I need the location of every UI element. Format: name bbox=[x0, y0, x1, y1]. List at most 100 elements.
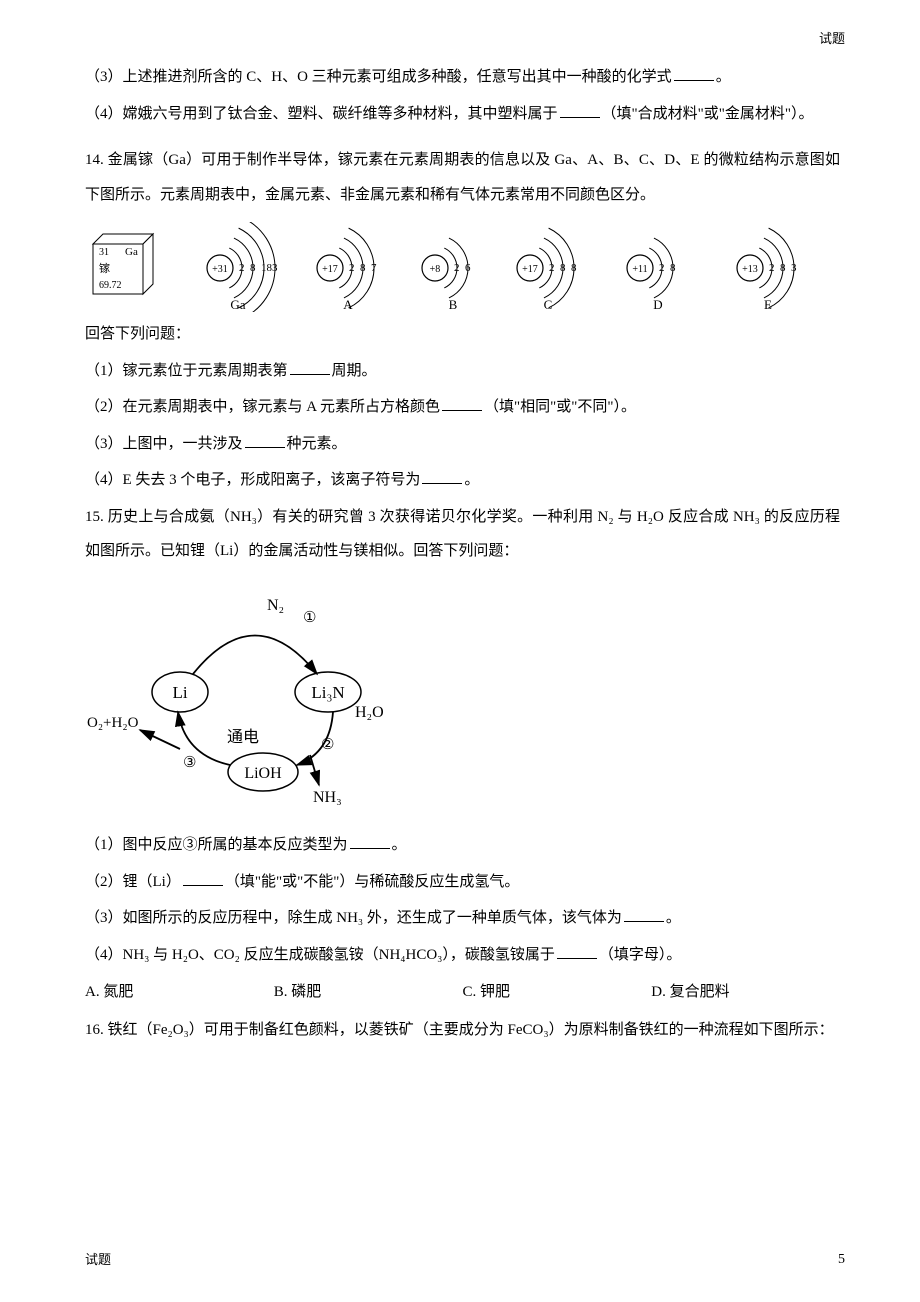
svg-text:B: B bbox=[449, 297, 458, 312]
q15-4: （4）NH₃ 与 H₂O、CO₂ 反应生成碳酸氢铵（NH₄HCO₃），碳酸氢铵属… bbox=[85, 938, 840, 973]
cycle-diagram: Li Li₃N LiOH N₂ ① H₂O ② NH₃ 通电 ③ O₂+H₂O bbox=[85, 577, 840, 821]
svg-text:7: 7 bbox=[371, 262, 377, 274]
q13-4b: （填"合成材料"或"金属材料"）。 bbox=[602, 106, 814, 122]
blank bbox=[442, 397, 482, 411]
svg-text:3: 3 bbox=[791, 262, 797, 274]
q14-2a: （2）在元素周期表中，镓元素与 A 元素所占方格颜色 bbox=[85, 399, 440, 415]
q15-options: A. 氮肥 B. 磷肥 C. 钾肥 D. 复合肥料 bbox=[85, 975, 840, 1010]
label-nh3: NH₃ bbox=[313, 789, 342, 806]
q15-4a: （4）NH₃ 与 H₂O、CO₂ 反应生成碳酸氢铵（NH₄HCO₃），碳酸氢铵属… bbox=[85, 947, 555, 963]
svg-text:D: D bbox=[653, 297, 662, 312]
atom-structures-svg: 31 Ga 镓 69.72 +3128183Ga+17287A+826B+172… bbox=[85, 222, 845, 312]
q15-2b: （填"能"或"不能"）与稀硫酸反应生成氢气。 bbox=[225, 874, 520, 890]
svg-text:18: 18 bbox=[261, 262, 273, 274]
periodic-cell: 31 Ga 镓 69.72 bbox=[93, 234, 153, 294]
svg-text:2: 2 bbox=[769, 262, 775, 274]
footer-left: 试题 bbox=[85, 1249, 111, 1268]
svg-text:8: 8 bbox=[560, 262, 566, 274]
svg-text:3: 3 bbox=[272, 262, 278, 274]
q14-intro: 14. 金属镓（Ga）可用于制作半导体，镓元素在元素周期表的信息以及 Ga、A、… bbox=[85, 143, 840, 212]
option-a: A. 氮肥 bbox=[85, 975, 274, 1010]
q15-intro: 15. 历史上与合成氨（NH₃）有关的研究曾 3 次获得诺贝尔化学奖。一种利用 … bbox=[85, 500, 840, 569]
svg-text:2: 2 bbox=[454, 262, 460, 274]
svg-text:+8: +8 bbox=[430, 264, 441, 275]
svg-text:A: A bbox=[343, 297, 353, 312]
svg-text:8: 8 bbox=[670, 262, 676, 274]
q15-3b: 。 bbox=[666, 910, 681, 926]
q14-1: （1）镓元素位于元素周期表第 周期。 bbox=[85, 354, 840, 389]
q14-3: （3）上图中，一共涉及 种元素。 bbox=[85, 427, 840, 462]
q14-4b: 。 bbox=[464, 472, 479, 488]
q14-4a: （4）E 失去 3 个电子，形成阳离子，该离子符号为 bbox=[85, 472, 420, 488]
svg-text:+13: +13 bbox=[742, 264, 758, 275]
q13-4a: （4）嫦娥六号用到了钛合金、塑料、碳纤维等多种材料，其中塑料属于 bbox=[85, 106, 558, 122]
circ2: ② bbox=[321, 737, 334, 753]
svg-text:8: 8 bbox=[780, 262, 786, 274]
q14-answer-intro: 回答下列问题： bbox=[85, 317, 840, 352]
svg-text:2: 2 bbox=[239, 262, 245, 274]
label-o2h2o: O₂+H₂O bbox=[87, 715, 139, 731]
q14-1b: 周期。 bbox=[332, 363, 377, 379]
q14-3a: （3）上图中，一共涉及 bbox=[85, 436, 243, 452]
svg-text:+17: +17 bbox=[322, 264, 338, 275]
node-lioh: LiOH bbox=[244, 765, 282, 782]
header-right: 试题 bbox=[819, 28, 845, 47]
svg-text:8: 8 bbox=[571, 262, 577, 274]
q14-2: （2）在元素周期表中，镓元素与 A 元素所占方格颜色 （填"相同"或"不同"）。 bbox=[85, 390, 840, 425]
svg-text:C: C bbox=[544, 297, 553, 312]
blank bbox=[422, 470, 462, 484]
q15-3: （3）如图所示的反应历程中，除生成 NH₃ 外，还生成了一种单质气体，该气体为 。 bbox=[85, 901, 840, 936]
atom-diagram-row: 31 Ga 镓 69.72 +3128183Ga+17287A+826B+172… bbox=[85, 222, 840, 312]
svg-text:Ga: Ga bbox=[230, 297, 245, 312]
cell-sym: Ga bbox=[125, 246, 138, 258]
option-c: C. 钾肥 bbox=[463, 975, 652, 1010]
label-h2o: H₂O bbox=[355, 704, 384, 721]
option-d: D. 复合肥料 bbox=[651, 975, 840, 1010]
label-elec: 通电 bbox=[227, 728, 259, 746]
blank bbox=[560, 104, 600, 118]
node-li3n: Li₃N bbox=[311, 683, 344, 702]
cell-name: 镓 bbox=[99, 261, 110, 275]
blank bbox=[557, 945, 597, 959]
q15-2: （2）锂（Li） （填"能"或"不能"）与稀硫酸反应生成氢气。 bbox=[85, 865, 840, 900]
q15-1b: 。 bbox=[392, 837, 407, 853]
q15-1a: （1）图中反应③所属的基本反应类型为 bbox=[85, 837, 348, 853]
node-li: Li bbox=[172, 683, 187, 702]
svg-text:+31: +31 bbox=[212, 264, 228, 275]
q14-3b: 种元素。 bbox=[287, 436, 347, 452]
label-n2: N₂ bbox=[267, 597, 284, 614]
q14-2b: （填"相同"或"不同"）。 bbox=[484, 399, 636, 415]
svg-text:+11: +11 bbox=[632, 264, 647, 275]
q13-3: （3）上述推进剂所含的 C、H、O 三种元素可组成多种酸，任意写出其中一种酸的化… bbox=[85, 60, 840, 95]
svg-text:+17: +17 bbox=[522, 264, 538, 275]
blank bbox=[350, 835, 390, 849]
blank bbox=[290, 361, 330, 375]
circ1: ① bbox=[303, 610, 316, 626]
page-content: （3）上述推进剂所含的 C、H、O 三种元素可组成多种酸，任意写出其中一种酸的化… bbox=[85, 60, 840, 1047]
cell-mass: 69.72 bbox=[99, 280, 122, 291]
q16-intro: 16. 铁红（Fe₂O₃）可用于制备红色颜料，以菱铁矿（主要成分为 FeCO₃）… bbox=[85, 1013, 840, 1048]
cycle-svg: Li Li₃N LiOH N₂ ① H₂O ② NH₃ 通电 ③ O₂+H₂O bbox=[85, 577, 425, 807]
cell-num: 31 bbox=[99, 247, 109, 258]
q14-1a: （1）镓元素位于元素周期表第 bbox=[85, 363, 288, 379]
svg-text:2: 2 bbox=[349, 262, 355, 274]
footer-right: 5 bbox=[838, 1252, 845, 1268]
q13-3-end: 。 bbox=[716, 69, 731, 85]
svg-text:2: 2 bbox=[659, 262, 665, 274]
q15-3a: （3）如图所示的反应历程中，除生成 NH₃ 外，还生成了一种单质气体，该气体为 bbox=[85, 910, 622, 926]
q14-4: （4）E 失去 3 个电子，形成阳离子，该离子符号为 。 bbox=[85, 463, 840, 498]
option-b: B. 磷肥 bbox=[274, 975, 463, 1010]
q15-4b: （填字母）。 bbox=[599, 947, 682, 963]
svg-text:6: 6 bbox=[465, 262, 471, 274]
circ3: ③ bbox=[183, 755, 196, 771]
svg-text:E: E bbox=[764, 297, 772, 312]
blank bbox=[245, 434, 285, 448]
blank bbox=[624, 908, 664, 922]
q15-1: （1）图中反应③所属的基本反应类型为 。 bbox=[85, 828, 840, 863]
svg-text:8: 8 bbox=[250, 262, 256, 274]
q15-2a: （2）锂（Li） bbox=[85, 874, 181, 890]
svg-text:2: 2 bbox=[549, 262, 555, 274]
atoms-group: +3128183Ga+17287A+826B+17288C+1128D+1328… bbox=[207, 222, 797, 312]
q13-3-text: （3）上述推进剂所含的 C、H、O 三种元素可组成多种酸，任意写出其中一种酸的化… bbox=[85, 69, 672, 85]
q13-4: （4）嫦娥六号用到了钛合金、塑料、碳纤维等多种材料，其中塑料属于 （填"合成材料"… bbox=[85, 97, 840, 132]
